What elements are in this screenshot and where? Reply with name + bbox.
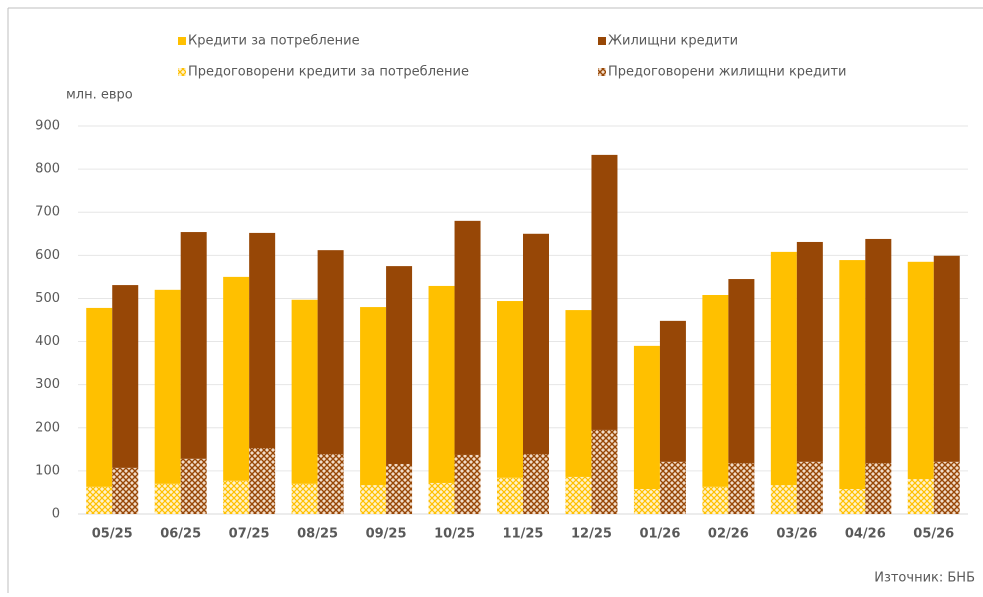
bar-segment — [565, 476, 592, 514]
bar-segment — [702, 486, 729, 514]
y-tick-label: 400 — [35, 334, 60, 349]
bar-segment — [591, 429, 618, 514]
x-tick-label: 05/25 — [92, 527, 133, 542]
y-tick-label: 900 — [35, 119, 60, 134]
bar-segment — [386, 463, 413, 514]
legend-swatch — [598, 68, 606, 76]
x-tick-label: 01/26 — [639, 527, 680, 542]
bar-segment — [180, 458, 207, 514]
bar-segment — [839, 260, 866, 489]
bar-segment — [223, 480, 250, 514]
bar-segment — [317, 250, 344, 455]
bar-segment — [770, 251, 797, 486]
bar-segment — [728, 463, 755, 514]
bar-segment — [291, 483, 318, 514]
bar-segment — [112, 285, 139, 468]
bar-segment — [659, 461, 686, 514]
bar-segment — [454, 454, 481, 514]
y-tick-label: 600 — [35, 248, 60, 263]
bar-segment — [291, 299, 318, 484]
bar-segment — [702, 294, 729, 487]
bar-segment — [360, 307, 387, 486]
bar-segment — [180, 232, 207, 459]
bar-segment — [933, 461, 960, 514]
x-tick-label: 10/25 — [434, 527, 475, 542]
x-tick-label: 06/25 — [160, 527, 201, 542]
x-tick-label: 12/25 — [571, 527, 612, 542]
bar-segment — [659, 320, 686, 462]
bar-segment — [249, 448, 276, 514]
y-tick-label: 200 — [35, 420, 60, 435]
bar-segment — [839, 488, 866, 514]
bar-segment — [565, 310, 592, 477]
legend-label: Предоговорени жилищни кредити — [608, 65, 847, 80]
bar-segment — [428, 482, 455, 514]
bar-segment — [633, 488, 660, 514]
x-tick-label: 09/25 — [366, 527, 407, 542]
legend-swatch — [178, 37, 186, 45]
bar-segment — [497, 477, 523, 514]
bar-segment — [249, 232, 276, 449]
legend-swatch — [598, 37, 606, 45]
legend-label: Жилищни кредити — [608, 34, 738, 49]
bar-segment — [360, 485, 387, 514]
y-tick-label: 300 — [35, 377, 60, 392]
x-tick-label: 04/26 — [845, 527, 886, 542]
y-tick-label: 700 — [35, 205, 60, 220]
x-tick-label: 11/25 — [503, 527, 544, 542]
bar-segment — [112, 467, 139, 514]
x-tick-label: 03/26 — [776, 527, 817, 542]
legend-label: Кредити за потребление — [188, 34, 360, 49]
x-tick-label: 05/26 — [913, 527, 954, 542]
bar-segment — [86, 307, 113, 487]
bar-segment — [454, 220, 481, 455]
y-tick-label: 0 — [52, 507, 60, 522]
bar-segment — [865, 238, 892, 464]
bar-segment — [317, 454, 344, 514]
legend-label: Предоговорени кредити за потребление — [188, 65, 469, 80]
y-tick-label: 100 — [35, 463, 60, 478]
bar-segment — [86, 486, 113, 514]
bar-segment — [907, 479, 934, 514]
bar-segment — [428, 285, 455, 483]
bar-segment — [523, 454, 549, 514]
bar-segment — [728, 279, 755, 464]
bar-segment — [591, 154, 618, 430]
y-axis-label: млн. евро — [66, 88, 133, 103]
y-tick-label: 500 — [35, 291, 60, 306]
bar-segment — [796, 241, 823, 462]
bar-segment — [796, 461, 823, 514]
x-tick-label: 02/26 — [708, 527, 749, 542]
bar-segment — [907, 261, 934, 480]
y-tick-label: 800 — [35, 162, 60, 177]
bar-segment — [770, 485, 797, 514]
bar-segment — [386, 266, 413, 464]
bar-segment — [497, 301, 523, 478]
bar-segment — [933, 255, 960, 462]
bar-segment — [223, 276, 250, 481]
bar-segment — [154, 289, 181, 484]
bar-segment — [865, 463, 892, 514]
bar-segment — [523, 233, 549, 455]
bar-segment — [154, 483, 181, 514]
legend-swatch — [178, 68, 186, 76]
source: Източник: БНБ — [874, 571, 975, 586]
x-tick-label: 07/25 — [229, 527, 270, 542]
x-tick-label: 08/25 — [297, 527, 338, 542]
bar-segment — [633, 345, 660, 489]
